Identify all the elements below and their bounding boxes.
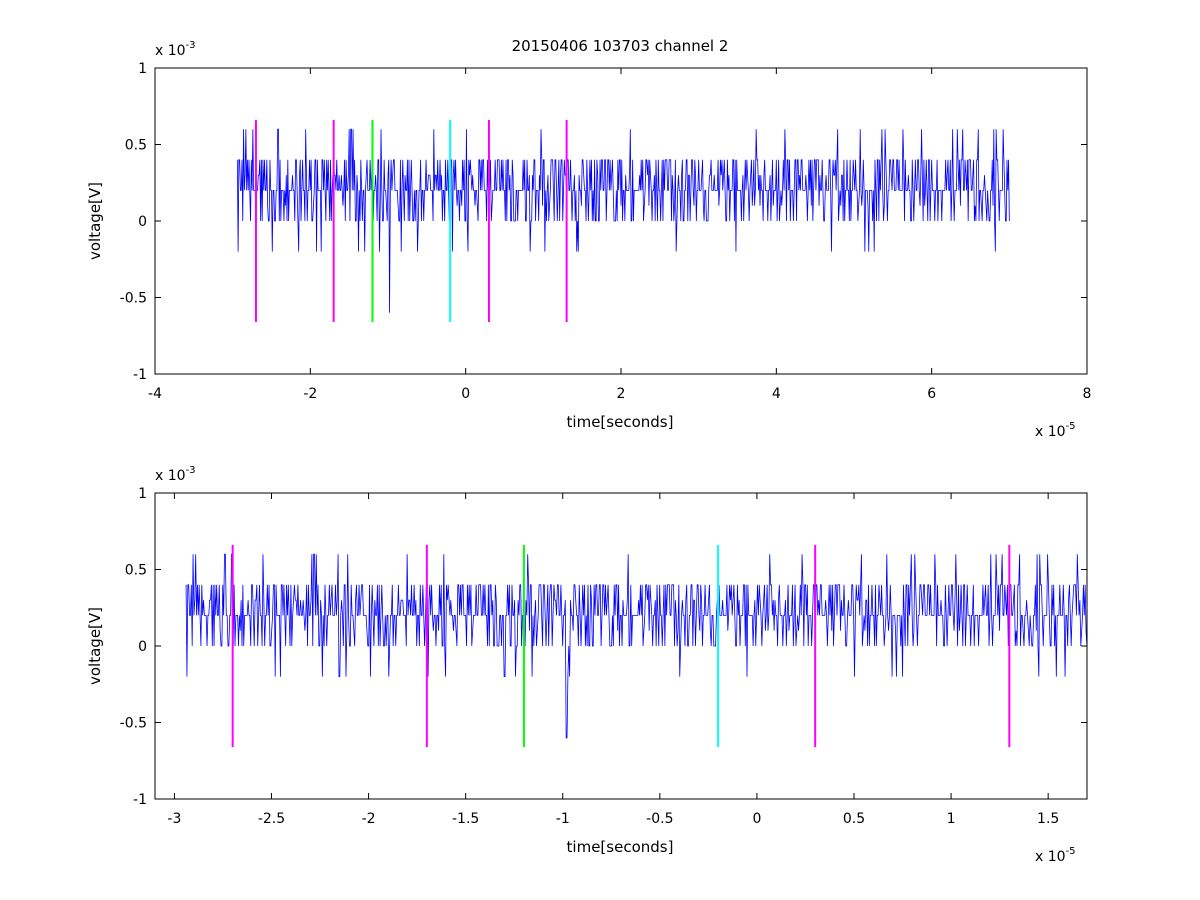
bottom-x-tick-label: -1 xyxy=(556,811,570,827)
figure-title: 20150406 103703 channel 2 xyxy=(512,37,729,55)
top-y-tick-label: -0.5 xyxy=(120,291,147,307)
bottom-y-axis-label: voltage[V] xyxy=(86,607,104,685)
bottom-y-tick-label: 0 xyxy=(138,639,147,655)
top-y-multiplier-exp: -3 xyxy=(186,40,196,51)
top-x-tick-label: 2 xyxy=(617,386,626,402)
bottom-axes: -3 -2.5 -2 -1.5 -1 -0.5 0 0.5 1 1.5 -1 -0.5 0 0.5 1 t… xyxy=(86,465,1088,865)
bottom-x-tick-label: 0 xyxy=(752,811,761,827)
bottom-y-tick-label: -1 xyxy=(133,792,147,808)
top-y-ticks: -1 -0.5 0 0.5 1 xyxy=(120,61,1087,383)
bottom-y-tick-label: 1 xyxy=(138,486,147,502)
top-x-tick-label: 8 xyxy=(1083,386,1092,402)
bottom-y-ticks: -1 -0.5 0 0.5 1 xyxy=(120,486,1087,808)
top-x-tick-label: 6 xyxy=(927,386,936,402)
bottom-y-multiplier-exp: -3 xyxy=(186,465,196,476)
bottom-y-multiplier: x 10-3 xyxy=(155,465,196,484)
top-x-tick-label: -2 xyxy=(303,386,317,402)
top-x-ticks: -4 -2 0 2 4 6 8 xyxy=(148,68,1091,402)
top-x-multiplier-exp: -5 xyxy=(1066,421,1076,432)
bottom-y-tick-label: 0.5 xyxy=(125,563,147,579)
top-y-tick-label: 1 xyxy=(138,61,147,77)
bottom-plot-area xyxy=(185,545,1088,747)
bottom-x-tick-label: -1.5 xyxy=(452,811,479,827)
top-plot-area xyxy=(236,120,1010,322)
bottom-x-tick-label: -2 xyxy=(362,811,376,827)
top-x-axis-label: time[seconds] xyxy=(567,413,674,431)
bottom-x-tick-label: 1 xyxy=(947,811,956,827)
bottom-x-tick-label: -2.5 xyxy=(258,811,285,827)
top-axes: -4 -2 0 2 4 6 8 -1 -0.5 0 0.5 1 time[seconds] volt… xyxy=(86,40,1091,440)
bottom-x-tick-label: 1.5 xyxy=(1037,811,1059,827)
bottom-y-multiplier-base: x 10 xyxy=(155,468,186,484)
top-x-multiplier: x 10-5 xyxy=(1035,421,1076,440)
top-y-tick-label: 0 xyxy=(138,214,147,230)
top-x-tick-label: 0 xyxy=(461,386,470,402)
bottom-x-multiplier-base: x 10 xyxy=(1035,849,1066,865)
top-y-tick-label: -1 xyxy=(133,367,147,383)
top-y-multiplier: x 10-3 xyxy=(155,40,196,59)
bottom-x-tick-label: -0.5 xyxy=(646,811,673,827)
bottom-voltage-trace xyxy=(185,553,1088,739)
top-y-multiplier-base: x 10 xyxy=(155,43,186,59)
top-y-axis-label: voltage[V] xyxy=(86,182,104,260)
bottom-x-axis-label: time[seconds] xyxy=(567,838,674,856)
bottom-x-multiplier: x 10-5 xyxy=(1035,846,1076,865)
top-x-multiplier-base: x 10 xyxy=(1035,424,1066,440)
top-x-tick-label: -4 xyxy=(148,386,162,402)
bottom-x-ticks: -3 -2.5 -2 -1.5 -1 -0.5 0 0.5 1 1.5 xyxy=(167,493,1059,827)
bottom-x-multiplier-exp: -5 xyxy=(1066,846,1076,857)
bottom-x-tick-label: 0.5 xyxy=(843,811,865,827)
top-y-tick-label: 0.5 xyxy=(125,138,147,154)
top-x-tick-label: 4 xyxy=(772,386,781,402)
bottom-x-tick-label: -3 xyxy=(167,811,181,827)
bottom-y-tick-label: -0.5 xyxy=(120,716,147,732)
top-voltage-trace xyxy=(236,128,1010,313)
